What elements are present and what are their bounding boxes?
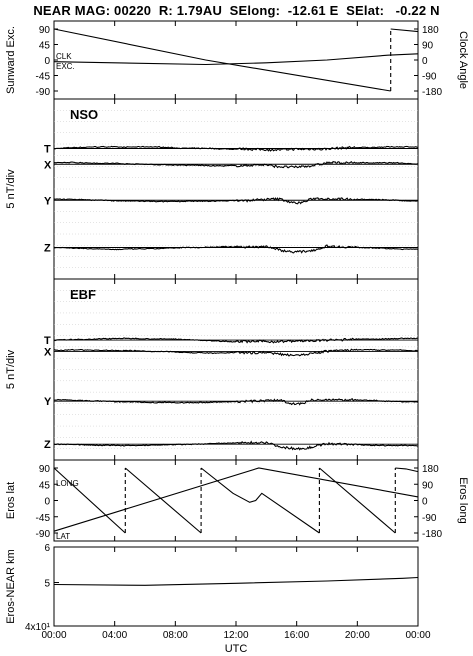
ebf-title: EBF [70,287,96,302]
eros-long-line [53,467,126,534]
clock-angle-line [53,28,391,92]
x-tick-label: 00:00 [405,630,430,641]
nso-trace-Y [53,197,419,205]
nso-component-T: T [44,144,51,156]
eros-lat-line [53,467,419,532]
nso-trace-Z [53,244,419,254]
ebf-trace-Y [53,398,419,406]
x-tick-label: 12:00 [223,630,248,641]
ebf-axis-label: 5 nT/div [5,349,17,389]
clock-angle-line-2 [390,28,419,33]
clock-angle-y2tick-label: 180 [422,25,439,36]
nso-title: NSO [70,107,98,122]
x-axis-label: UTC [225,643,248,655]
eros-lat-ytick-label: -90 [36,529,51,540]
clock-angle-y2tick-label: -180 [422,87,442,98]
distance-line [53,576,419,586]
nso-component-Z: Z [44,243,51,255]
eros-lat-ytick-label: 45 [39,480,51,491]
nso-component-X: X [44,159,52,171]
eros-long-line [200,467,320,534]
clock-angle-axis-label: Clock Angle [457,31,469,89]
eros-long-y2tick-label: 90 [422,480,434,491]
sun-exc-ytick-label: -45 [36,72,51,83]
eros-long-y2tick-label: 180 [422,464,439,475]
eros-long-y2tick-label: -90 [422,513,437,524]
nso-trace-X [53,160,419,169]
ebf-component-X: X [44,346,52,358]
x-tick-label: 16:00 [284,630,309,641]
ebf-component-Y: Y [44,396,52,408]
clock-angle-y2tick-label: -90 [422,72,437,83]
sunward-exc-axis-label: Sunward Exc. [5,26,17,94]
eros-lat-ytick-label: -45 [36,513,51,524]
eros-long-axis-label: Eros long [457,477,469,523]
nso-trace-T [53,145,419,152]
eros-long-y2tick-label: 0 [422,497,428,508]
distance-ytick-label: 6 [44,543,50,554]
ebf-component-T: T [44,335,51,347]
distance-ytick-label: 5 [44,579,50,590]
ebf-trace-X [54,348,419,357]
exc-annotation: EXC. [56,62,75,71]
ebf-trace-T [53,337,418,344]
ebf-component-Z: Z [44,439,51,451]
lat-annotation: LAT [56,532,70,541]
eros-long-y2tick-label: -180 [422,529,442,540]
eros-long-line [395,467,419,473]
x-tick-label: 04:00 [102,630,127,641]
sun-exc-ytick-label: 45 [39,41,51,52]
distance-panel-frame [53,546,419,627]
eros-lat-ytick-label: 90 [39,464,51,475]
eros-panel-frame [53,459,419,542]
distance-ytick-label: 4x10¹ [25,622,51,633]
plot-title: NEAR MAG: 00220 R: 1.79AU SElong: -12.61… [33,3,440,18]
eros-long-line [319,467,396,534]
sun-exc-ytick-label: 90 [39,25,51,36]
clk-annotation: CLK [56,52,72,61]
eros-lat-axis-label: Eros lat [5,482,17,519]
long-annotation: LONG [56,479,79,488]
x-tick-label: 08:00 [163,630,188,641]
sunward-excursion-line [53,53,419,66]
eros-long-line [124,467,202,534]
nso-axis-label: 5 nT/div [5,169,17,209]
sun-exc-ytick-label: -90 [36,87,51,98]
ebf-trace-Z [53,440,418,451]
sun-exc-ytick-label: 0 [44,56,50,67]
eros-lat-ytick-label: 0 [44,497,50,508]
x-tick-label: 20:00 [345,630,370,641]
x-tick-label: 00:00 [41,630,66,641]
clock-angle-y2tick-label: 0 [422,56,428,67]
sun-clock-panel-frame [53,20,419,100]
clock-angle-y2tick-label: 90 [422,41,434,52]
nso-component-Y: Y [44,195,52,207]
distance-axis-label: Eros-NEAR km [5,549,17,624]
